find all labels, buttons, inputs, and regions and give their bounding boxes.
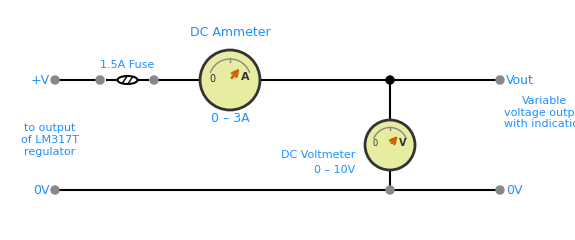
Circle shape [200,50,260,110]
Circle shape [386,186,394,194]
Text: 0: 0 [373,139,378,148]
Circle shape [51,76,59,84]
Circle shape [51,186,59,194]
Text: to output
of LM317T
regulator: to output of LM317T regulator [21,123,79,156]
Text: DC Voltmeter: DC Voltmeter [281,150,355,160]
Circle shape [365,120,415,170]
Circle shape [496,76,504,84]
Text: Vout: Vout [506,73,534,86]
Circle shape [150,76,158,84]
Circle shape [96,76,104,84]
Text: +V: +V [31,73,50,86]
Text: A: A [241,72,250,82]
Text: Variable
voltage output
with indication: Variable voltage output with indication [504,96,575,129]
Text: 0V: 0V [506,184,523,197]
Text: 0V: 0V [33,184,50,197]
Circle shape [496,186,504,194]
Ellipse shape [117,76,137,84]
Text: 0 – 10V: 0 – 10V [314,165,355,175]
Text: DC Ammeter: DC Ammeter [190,25,270,38]
Text: 0 – 3A: 0 – 3A [210,112,250,125]
Text: 1.5A Fuse: 1.5A Fuse [101,60,155,70]
Text: 0: 0 [209,73,215,84]
Circle shape [386,76,394,84]
Text: V: V [398,138,407,148]
